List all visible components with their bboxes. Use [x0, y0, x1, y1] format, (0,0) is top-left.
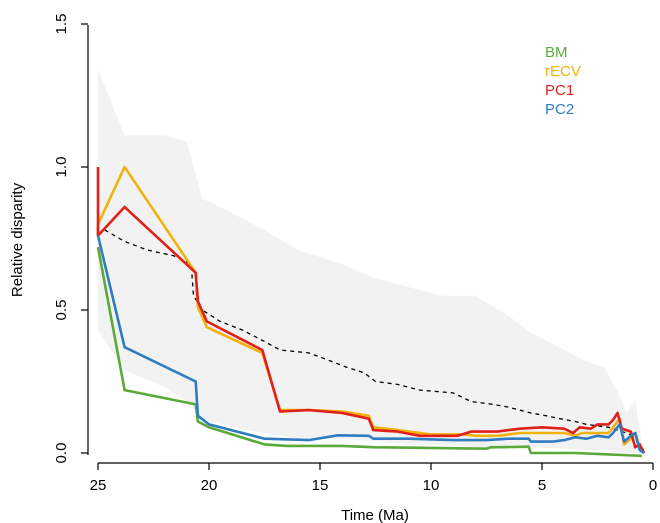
x-ticks-layer: 25 20 15 10 5 0: [90, 463, 657, 494]
legend-entry-pc1: PC1: [545, 82, 574, 99]
x-tick-label: 0: [649, 477, 657, 494]
legend-entry-bm: BM: [545, 44, 568, 61]
legend: BM rECV PC1 PC2: [545, 44, 581, 118]
confidence-envelope: [98, 69, 642, 454]
legend-entry-recv: rECV: [545, 63, 581, 80]
y-tick-label: 0.5: [53, 300, 70, 321]
y-axis-label: Relative disparity: [9, 182, 26, 297]
series-layer: [96, 165, 646, 458]
x-tick-label: 20: [201, 477, 218, 494]
y-tick-label: 0.0: [53, 443, 70, 464]
x-tick-label: 10: [423, 477, 440, 494]
series-line-pc2: [96, 235, 645, 455]
axes-layer: [87, 25, 653, 464]
y-tick-label: 1.5: [53, 14, 70, 35]
y-ticks-layer: 0.0 0.5 1.0 1.5: [53, 14, 88, 464]
y-tick-label: 1.0: [53, 157, 70, 178]
x-axis-label: Time (Ma): [341, 507, 409, 523]
x-tick-label: 5: [538, 477, 546, 494]
x-tick-label: 15: [312, 477, 329, 494]
envelope-layer: [98, 69, 642, 454]
x-tick-label: 25: [90, 477, 107, 494]
series-line-pc1: [96, 167, 646, 454]
legend-entry-pc2: PC2: [545, 101, 574, 118]
